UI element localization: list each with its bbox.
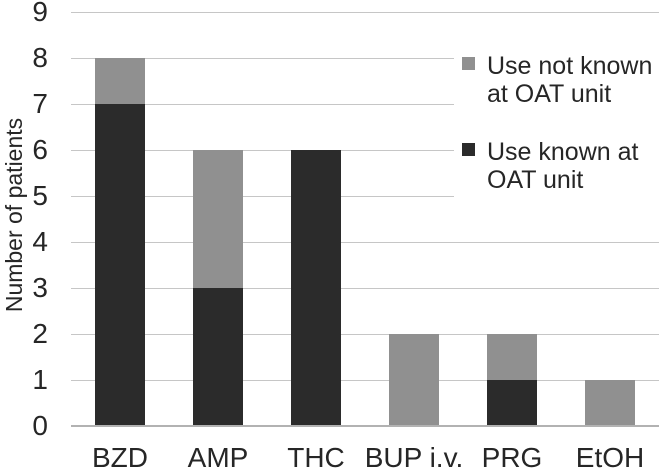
gridline <box>71 103 659 105</box>
legend-swatch <box>462 57 475 70</box>
x-tick-label: PRG <box>481 442 543 469</box>
y-tick-label: 4 <box>32 226 48 257</box>
bar-segment-not-known <box>487 334 537 380</box>
gridline <box>71 287 659 289</box>
gridline <box>71 333 659 335</box>
bar-segment-not-known <box>585 380 635 426</box>
x-tick-label: THC <box>287 442 345 469</box>
legend-label: Use not known at OAT unit <box>487 52 653 108</box>
legend-entry: Use known at OAT unit <box>462 138 662 194</box>
bar-segment-not-known <box>95 58 145 104</box>
gridline <box>71 195 659 197</box>
legend-label: Use known at OAT unit <box>487 138 639 194</box>
x-tick-label: BUP i.v. <box>364 442 464 469</box>
x-tick-label: AMP <box>187 442 249 469</box>
y-tick-label: 8 <box>32 42 48 73</box>
bar-segment-known <box>291 150 341 426</box>
gridline <box>71 11 659 13</box>
gridline <box>71 241 659 243</box>
bar-segment-not-known <box>389 334 439 426</box>
x-tick-label: BZD <box>92 442 148 469</box>
legend-swatch <box>462 143 475 156</box>
y-tick-label: 5 <box>32 180 48 211</box>
y-tick-label: 1 <box>32 364 48 395</box>
y-tick-label: 2 <box>32 318 48 349</box>
legend: Use not known at OAT unit Use known at OA… <box>454 44 662 236</box>
y-tick-label: 3 <box>32 272 48 303</box>
gridline <box>71 57 659 59</box>
x-axis-line <box>71 425 659 427</box>
legend-entry: Use not known at OAT unit <box>462 52 662 108</box>
y-tick-label: 9 <box>32 0 48 27</box>
gridline <box>71 379 659 381</box>
bar-segment-not-known <box>193 150 243 288</box>
y-tick-label: 0 <box>32 410 48 441</box>
bar-segment-known <box>193 288 243 426</box>
y-tick-label: 6 <box>32 134 48 165</box>
gridline <box>71 149 659 151</box>
y-tick-label: 7 <box>32 88 48 119</box>
bar-segment-known <box>487 380 537 426</box>
x-tick-label: EtOH <box>575 442 645 469</box>
bar-segment-known <box>95 104 145 426</box>
